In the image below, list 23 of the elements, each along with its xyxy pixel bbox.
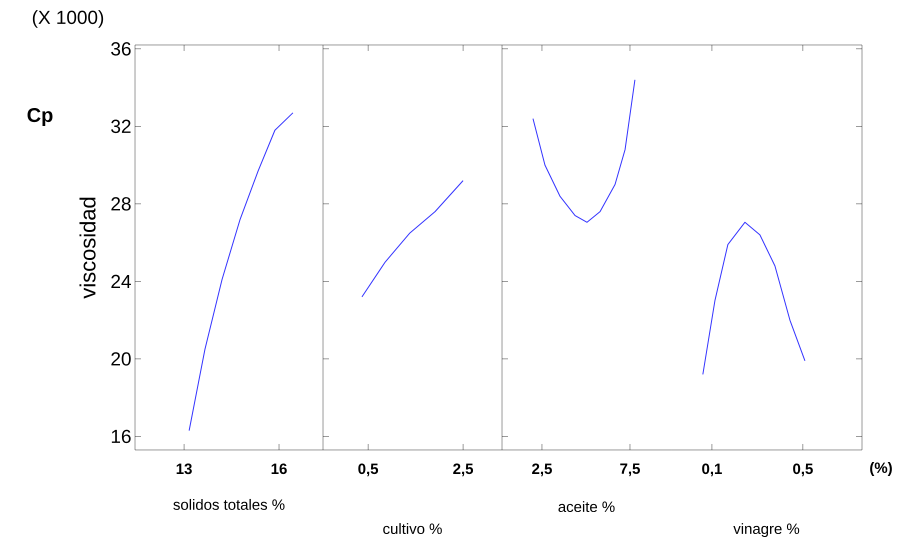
x-tick-label: 13 (176, 464, 192, 474)
y-tick-label: 28 (111, 197, 131, 211)
x-tick-label: 2,5 (532, 464, 552, 476)
x-axis-title: solidos totales % (173, 498, 285, 510)
text: (%) (870, 462, 892, 476)
x-tick-label: 16 (272, 464, 287, 474)
x-axis-title: cultivo % (383, 523, 442, 534)
text: (X 1000) (32, 10, 104, 28)
line-series (188, 112, 294, 432)
y-tick-label: 16 (112, 430, 131, 444)
x-tick-label: 0,5 (793, 464, 813, 476)
y-tick-label: 24 (111, 274, 131, 288)
x-axis-title: vinagre % (733, 523, 800, 538)
y-tick-label: 36 (111, 42, 131, 56)
x-axis-title: aceite % (558, 501, 615, 512)
x-tick-label: 2,5 (453, 464, 474, 476)
y-tick-label: 20 (111, 352, 131, 366)
x-tick-label: 0,1 (702, 464, 722, 476)
x-tick-label: 0,5 (358, 464, 378, 476)
text: Cp (28, 108, 52, 126)
x-tick-label: 7,5 (620, 464, 640, 476)
y-tick-label: 32 (111, 120, 131, 134)
y-axis-title: viscosidad (79, 198, 96, 299)
